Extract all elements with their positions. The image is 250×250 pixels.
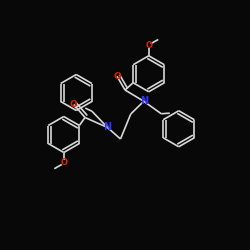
Text: O: O	[145, 41, 152, 50]
Text: N: N	[104, 122, 112, 132]
Text: O: O	[60, 158, 67, 167]
Text: O: O	[70, 100, 78, 109]
Text: O: O	[113, 72, 121, 81]
Text: N: N	[140, 96, 148, 106]
